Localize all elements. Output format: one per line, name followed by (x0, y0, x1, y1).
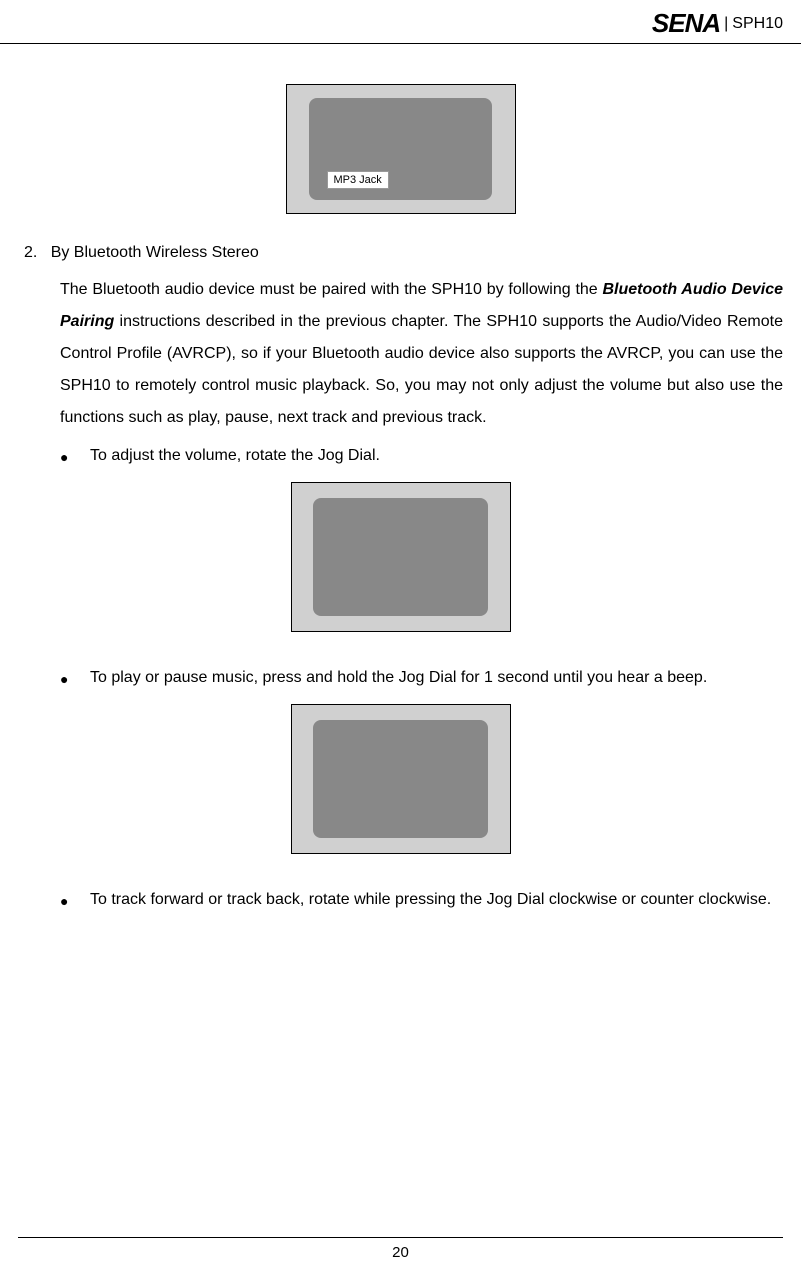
figure-image-3 (291, 704, 511, 854)
device-illustration (313, 498, 487, 616)
section-bluetooth: 2. By Bluetooth Wireless Stereo The Blue… (18, 244, 783, 916)
body-text-pre: The Bluetooth audio device must be paire… (60, 281, 602, 298)
section-number: 2. (24, 244, 37, 261)
page-header: SENA | SPH10 (0, 0, 801, 44)
list-item: ● To track forward or track back, rotate… (60, 884, 783, 916)
list-item: ● To adjust the volume, rotate the Jog D… (60, 440, 783, 472)
bullet-marker-icon: ● (60, 440, 90, 472)
bullet-text: To adjust the volume, rotate the Jog Dia… (90, 440, 783, 472)
bullet-list: ● To play or pause music, press and hold… (60, 662, 783, 694)
device-illustration (313, 720, 487, 838)
mp3-jack-label: MP3 Jack (327, 171, 389, 189)
bullet-list: ● To adjust the volume, rotate the Jog D… (60, 440, 783, 472)
page-footer: 20 (0, 1231, 801, 1261)
model-name: SPH10 (732, 15, 783, 33)
bullet-marker-icon: ● (60, 884, 90, 916)
bullet-list: ● To track forward or track back, rotate… (60, 884, 783, 916)
body-text-post: instructions described in the previous c… (60, 313, 783, 426)
bullet-text: To track forward or track back, rotate w… (90, 884, 783, 916)
figure-mp3-jack: MP3 Jack (18, 84, 783, 214)
figure-jog-dial-press (18, 704, 783, 854)
figure-jog-dial-rotate (18, 482, 783, 632)
figure-image-2 (291, 482, 511, 632)
list-item: ● To play or pause music, press and hold… (60, 662, 783, 694)
page-content: MP3 Jack 2. By Bluetooth Wireless Stereo… (0, 44, 801, 916)
bullet-marker-icon: ● (60, 662, 90, 694)
brand-logo: SENA (652, 8, 720, 39)
section-body: The Bluetooth audio device must be paire… (60, 274, 783, 434)
section-heading: 2. By Bluetooth Wireless Stereo (24, 244, 783, 262)
figure-image-1: MP3 Jack (286, 84, 516, 214)
section-title-text: By Bluetooth Wireless Stereo (51, 244, 259, 261)
bullet-text: To play or pause music, press and hold t… (90, 662, 783, 694)
footer-divider (18, 1237, 783, 1238)
page-number: 20 (0, 1244, 801, 1261)
header-separator: | (724, 15, 728, 33)
